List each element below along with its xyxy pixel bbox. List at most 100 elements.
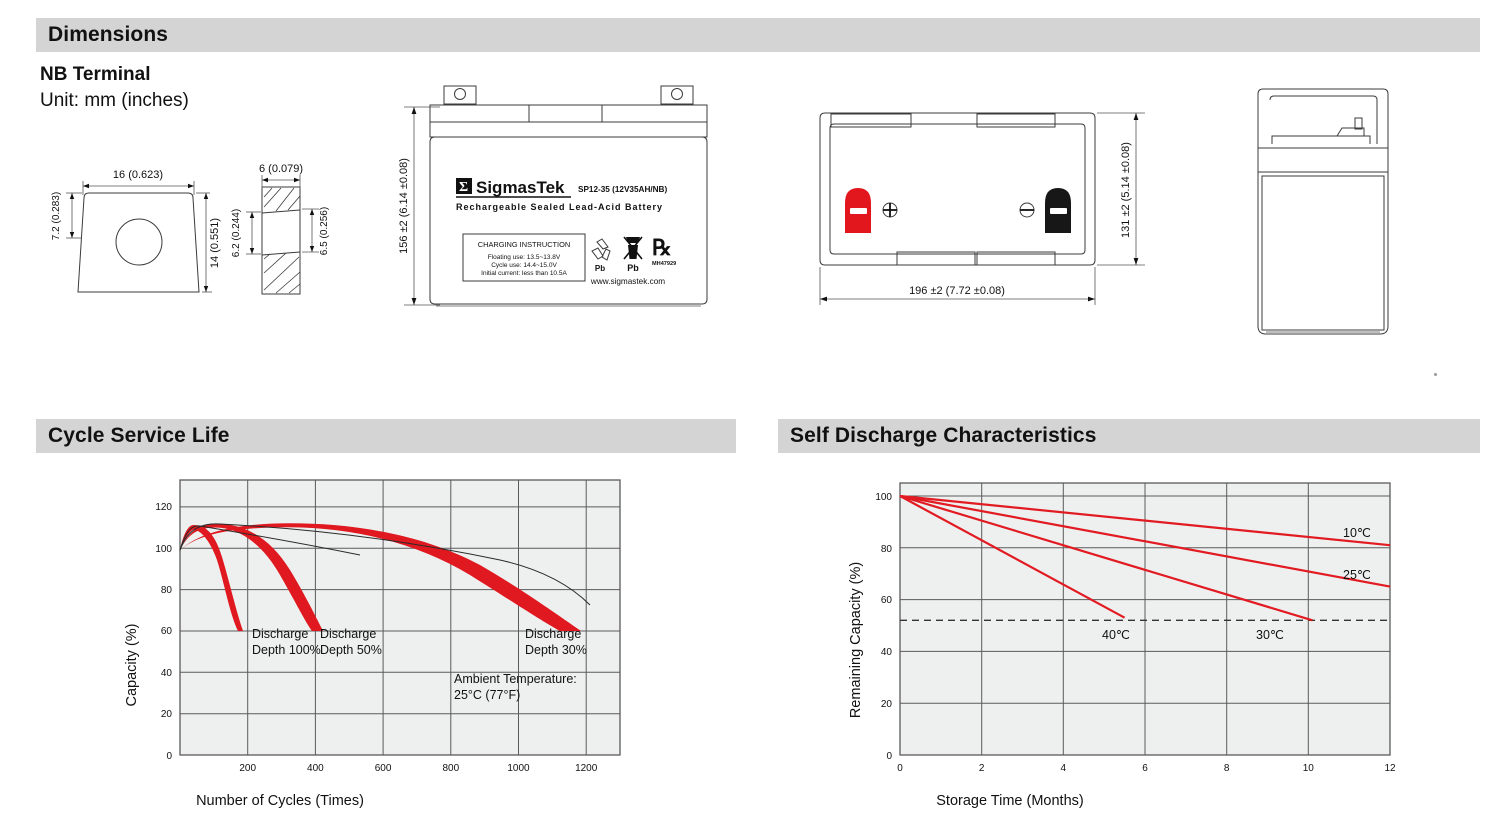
dim-label-front-width: 16 (0.623)	[113, 169, 163, 181]
charging-line-2: Cycle use: 14.4~15.0V	[491, 262, 557, 269]
dim-front-width: 16 (0.623)	[82, 169, 195, 195]
dim-battery-height: 156 ±2 (6.14 ±0.08)	[398, 106, 440, 306]
terminal-type-title: NB Terminal	[40, 64, 151, 85]
cycle-y-axis-title: Capacity (%)	[124, 624, 140, 707]
selfdis-label-10c: 10℃	[1343, 526, 1371, 540]
dim-battery-width: 196 ±2 (7.72 ±0.08)	[819, 267, 1096, 305]
dim-side-thickness: 6 (0.079)	[259, 163, 303, 189]
dim-label-battery-width: 196 ±2 (7.72 ±0.08)	[909, 285, 1005, 297]
dim-battery-depth: 131 ±2 (5.14 ±0.08)	[1097, 112, 1145, 266]
battery-side-view	[1240, 84, 1410, 354]
charging-instruction-title: CHARGING INSTRUCTION	[478, 240, 570, 249]
positive-polarity-icon	[882, 202, 898, 218]
battery-terminal-posts	[443, 85, 694, 105]
svg-text:Σ: Σ	[459, 180, 468, 195]
selfdis-xtick-10: 10	[1303, 763, 1315, 774]
cycle-annotation-1-line2: Depth 50%	[320, 643, 382, 657]
cycle-ytick-20: 20	[161, 709, 173, 720]
selfdis-xtick-2: 2	[979, 763, 985, 774]
cycle-annotations: Discharge Depth 100% Discharge Depth 50%…	[252, 627, 587, 702]
cycle-xtick-200: 200	[239, 763, 256, 774]
cycle-band-dod-50	[180, 523, 323, 631]
section-title-dimensions: Dimensions	[48, 23, 169, 46]
battery-brand: SigmasTek	[476, 178, 565, 197]
cycle-annotation-3-line1: Ambient Temperature:	[454, 672, 577, 686]
selfdis-xtick-4: 4	[1061, 763, 1067, 774]
selfdis-ytick-40: 40	[881, 647, 893, 658]
recycle-icon: Pb	[591, 238, 611, 273]
dim-front-height: 14 (0.551)	[196, 192, 221, 293]
dim-label-battery-depth: 131 ±2 (5.14 ±0.08)	[1120, 142, 1132, 238]
cycle-ytick-80: 80	[161, 585, 173, 596]
cycle-y-tick-labels: 0 20 40 60 80 100 120	[155, 502, 172, 762]
terminal-front-view	[77, 192, 200, 293]
svg-text:℞: ℞	[652, 235, 672, 260]
cycle-series-bands	[180, 523, 581, 631]
cycle-annotation-2-line2: Depth 30%	[525, 643, 587, 657]
cycle-annotation-2-line1: Discharge	[525, 627, 581, 641]
selfdis-xtick-12: 12	[1384, 763, 1396, 774]
ul-file-number: MH47929	[652, 261, 676, 267]
dim-front-top-offset: 7.2 (0.283)	[51, 192, 82, 240]
dim-label-side-thickness: 6 (0.079)	[259, 163, 303, 175]
recycle-mark-label: Pb	[595, 264, 605, 273]
cycle-x-axis-title: Number of Cycles (Times)	[196, 793, 364, 809]
dim-label-front-top-offset: 7.2 (0.283)	[51, 192, 62, 240]
cycle-xtick-400: 400	[307, 763, 324, 774]
selfdis-ytick-20: 20	[881, 699, 893, 710]
selfdis-y-tick-labels: 0 20 40 60 80 100	[875, 492, 892, 762]
cycle-annotation-0-line1: Discharge	[252, 627, 308, 641]
stray-mark	[1434, 373, 1437, 376]
cycle-xtick-1200: 1200	[575, 763, 598, 774]
selfdis-xtick-6: 6	[1142, 763, 1148, 774]
battery-top-view: 131 ±2 (5.14 ±0.08) 196 ±2 (7.72 ±0.08)	[805, 100, 1160, 315]
sigmastek-logo-icon	[456, 178, 472, 194]
cycle-ytick-100: 100	[155, 544, 172, 555]
charging-instruction-box: CHARGING INSTRUCTION Floating use: 13.5~…	[462, 233, 586, 282]
chart-self-discharge: 0 20 40 60 80 100 0 2 4 6 8 10 12 10℃ 25…	[830, 465, 1430, 815]
battery-label: Σ SigmasTek SP12-35 (12V35AH/NB) Recharg…	[456, 178, 667, 212]
dim-side-outer: 6.5 (0.256)	[302, 207, 330, 255]
certification-marks: Pb Pb ℞ MH47929 www.sigmastek.com	[590, 235, 676, 286]
selfdis-x-axis-title: Storage Time (Months)	[936, 793, 1083, 809]
crossed-bin-icon: Pb	[623, 236, 643, 273]
charging-line-1: Floating use: 13.5~13.8V	[488, 254, 561, 261]
dim-label-front-height: 14 (0.551)	[209, 218, 221, 268]
charging-line-3: Initial current: less than 10.5A	[481, 270, 567, 277]
section-header-dimensions: Dimensions	[36, 18, 1480, 52]
cycle-gridlines-horizontal	[180, 506, 620, 715]
selfdis-label-25c: 25℃	[1343, 568, 1371, 582]
cycle-annotation-1-line1: Discharge	[320, 627, 376, 641]
cycle-x-tick-labels: 200 400 600 800 1000 1200	[239, 763, 597, 774]
cycle-annotation-0-line2: Depth 100%	[252, 643, 321, 657]
selfdis-ytick-60: 60	[881, 595, 893, 606]
dim-side-inner: 6.2 (0.244)	[231, 209, 261, 257]
battery-model: SP12-35 (12V35AH/NB)	[578, 185, 667, 194]
battery-tagline: Rechargeable Sealed Lead-Acid Battery	[456, 202, 663, 212]
cycle-ytick-120: 120	[155, 502, 172, 513]
cycle-xtick-600: 600	[375, 763, 392, 774]
selfdis-y-axis-title: Remaining Capacity (%)	[848, 562, 864, 718]
cycle-xtick-1000: 1000	[507, 763, 530, 774]
selfdis-line-30c	[899, 494, 1313, 622]
section-header-self-discharge: Self Discharge Characteristics	[778, 419, 1480, 453]
negative-polarity-icon	[1019, 202, 1035, 218]
selfdis-line-40c	[899, 495, 1126, 619]
selfdis-series-lines	[899, 494, 1391, 622]
selfdis-line-25c	[899, 494, 1391, 588]
section-title-self-discharge: Self Discharge Characteristics	[790, 424, 1097, 447]
cycle-band-dod-100	[180, 525, 243, 631]
ul-listed-icon: ℞ MH47929	[652, 235, 676, 267]
selfdis-ytick-0: 0	[886, 751, 892, 762]
cycle-ytick-0: 0	[166, 751, 172, 762]
selfdis-series-labels: 10℃ 25℃ 30℃ 40℃	[1102, 526, 1371, 642]
dim-label-side-outer: 6.5 (0.256)	[319, 207, 330, 255]
terminal-detail-drawings: 16 (0.623) 14 (0.551) 7.2 (0.283)	[36, 145, 366, 325]
section-title-cycle-service-life: Cycle Service Life	[48, 424, 230, 447]
selfdis-line-10c	[899, 494, 1391, 547]
battery-website: www.sigmastek.com	[590, 277, 665, 286]
negative-terminal	[1045, 188, 1071, 233]
dim-label-side-inner: 6.2 (0.244)	[231, 209, 242, 257]
cycle-annotation-3-line2: 25°C (77°F)	[454, 688, 520, 702]
cycle-series-outlines	[179, 523, 591, 606]
